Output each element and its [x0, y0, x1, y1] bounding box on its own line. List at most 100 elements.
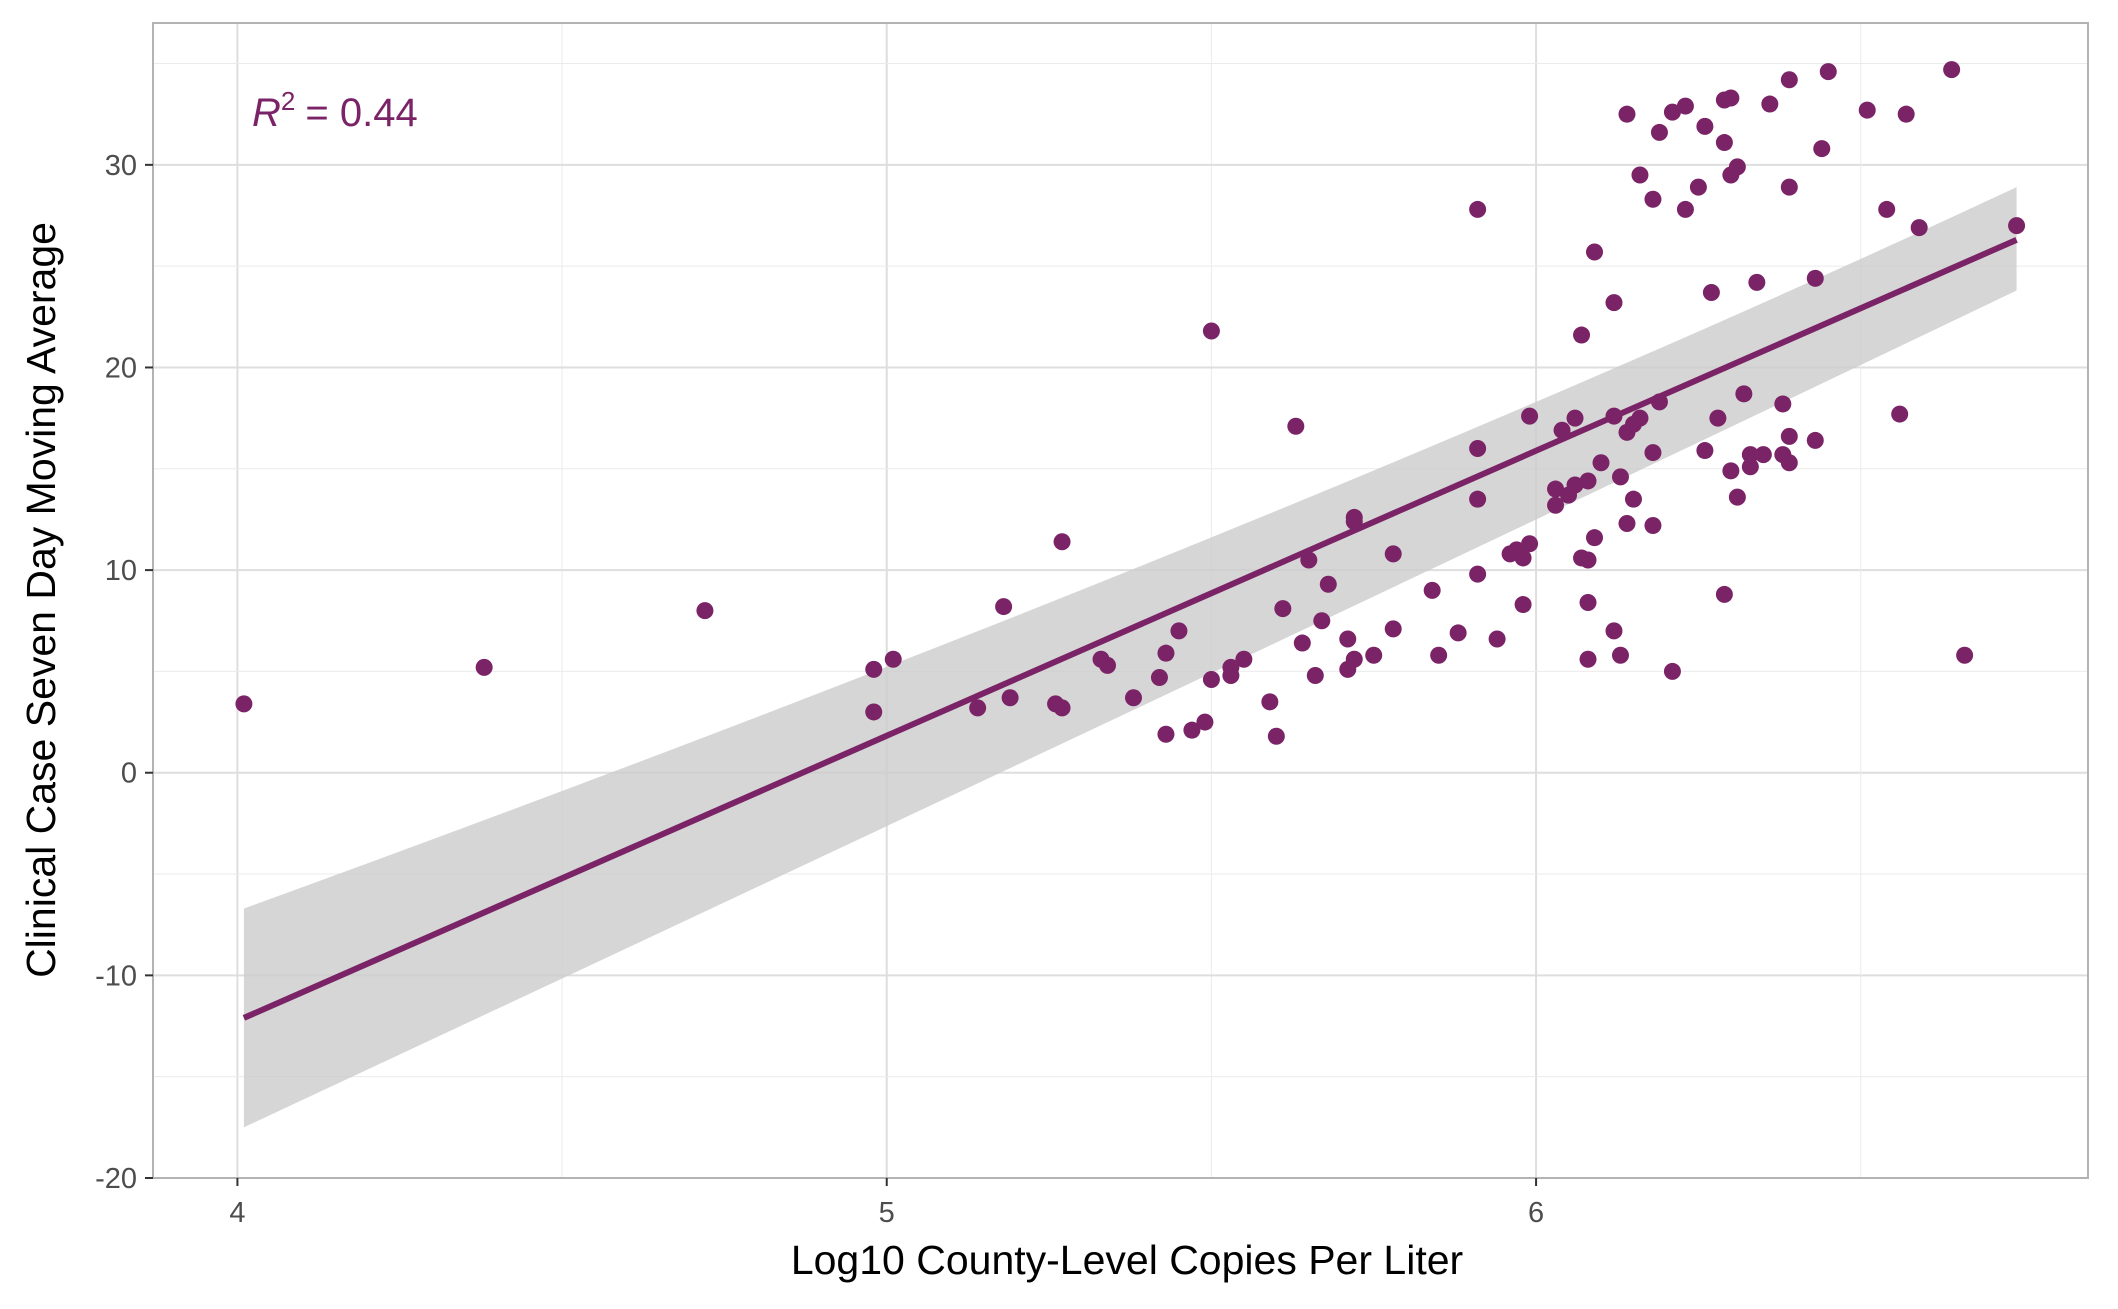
data-point — [1287, 417, 1305, 435]
data-point — [1521, 535, 1539, 553]
data-point — [1631, 166, 1649, 184]
data-point — [1267, 727, 1285, 745]
data-point — [1715, 585, 1733, 603]
data-point — [1741, 458, 1759, 476]
data-point — [1943, 61, 1961, 79]
data-point — [1339, 630, 1357, 648]
data-points — [235, 61, 2026, 745]
data-point — [1644, 517, 1662, 535]
data-point — [1780, 71, 1798, 89]
data-point — [2008, 217, 2026, 235]
y-tick-label: 10 — [105, 555, 137, 587]
x-axis-title: Log10 County-Level Copies Per Liter — [791, 1237, 1463, 1283]
data-point — [1618, 105, 1636, 123]
data-point — [1663, 662, 1681, 680]
data-point — [1306, 666, 1324, 684]
data-point — [1611, 468, 1629, 486]
data-point — [1806, 269, 1824, 287]
data-point — [1514, 549, 1532, 567]
data-point — [1157, 725, 1175, 743]
data-point — [1423, 581, 1441, 599]
y-tick-label: 0 — [121, 758, 137, 790]
data-point — [1053, 699, 1071, 717]
axis-ticks: 4 5 6 -20 -10 0 10 20 30 — [95, 150, 1544, 1229]
data-point — [1430, 646, 1448, 664]
regression-line — [242, 237, 2018, 1021]
data-point — [1196, 713, 1214, 731]
data-point — [1202, 671, 1220, 689]
data-point — [1780, 454, 1798, 472]
data-point — [1663, 103, 1681, 121]
data-point — [1384, 545, 1402, 563]
data-point — [1222, 658, 1240, 676]
r-squared-annotation: R2 = 0.44 — [252, 86, 418, 135]
data-point — [884, 650, 902, 668]
data-point — [1365, 646, 1383, 664]
y-axis-title: Clinical Case Seven Day Moving Average — [18, 222, 64, 978]
r2-symbol: R — [252, 91, 281, 135]
data-point — [1728, 158, 1746, 176]
data-point — [1586, 243, 1604, 261]
data-point — [1586, 529, 1604, 547]
data-point — [1878, 200, 1896, 218]
data-point — [1631, 409, 1649, 427]
data-point — [1696, 117, 1714, 135]
data-point — [1170, 622, 1188, 640]
data-point — [1001, 689, 1019, 707]
data-point — [995, 598, 1013, 616]
data-point — [1761, 95, 1779, 113]
data-point — [1722, 89, 1740, 107]
data-point — [1819, 63, 1837, 81]
data-point — [1605, 294, 1623, 312]
data-point — [1566, 476, 1584, 494]
data-point — [1293, 634, 1311, 652]
data-point — [1722, 462, 1740, 480]
panel-border — [152, 22, 2089, 1179]
data-point — [1469, 440, 1487, 458]
data-point — [1202, 322, 1220, 340]
data-point — [1813, 140, 1831, 158]
data-point — [1566, 409, 1584, 427]
y-tick-label: -20 — [95, 1163, 137, 1195]
data-point — [1579, 594, 1597, 612]
data-point — [1547, 480, 1565, 498]
data-point — [696, 602, 714, 620]
data-point — [1696, 442, 1714, 460]
data-point — [1644, 444, 1662, 462]
x-tick-label: 5 — [879, 1197, 895, 1229]
data-point — [1891, 405, 1909, 423]
data-point — [1676, 200, 1694, 218]
r2-value: = 0.44 — [305, 91, 417, 135]
data-point — [1676, 97, 1694, 115]
data-point — [1099, 656, 1117, 674]
data-point — [1150, 669, 1168, 686]
data-point — [1592, 454, 1610, 472]
data-point — [1650, 123, 1668, 141]
x-tick-label: 4 — [229, 1197, 245, 1229]
x-tick-label: 6 — [1528, 1197, 1544, 1229]
data-point — [1709, 409, 1727, 427]
data-point — [1235, 650, 1253, 668]
data-point — [1715, 134, 1733, 152]
data-point — [1384, 620, 1402, 638]
data-point — [1748, 273, 1766, 291]
data-point — [1514, 596, 1532, 614]
data-point — [1579, 472, 1597, 490]
data-point — [1345, 650, 1363, 668]
data-point — [1274, 600, 1292, 618]
data-point — [865, 660, 883, 678]
data-point — [1956, 646, 1974, 664]
data-point — [1774, 395, 1792, 413]
data-point — [1780, 178, 1798, 196]
data-point — [1313, 612, 1331, 630]
data-point — [1605, 622, 1623, 640]
data-point — [1469, 565, 1487, 583]
data-point — [1910, 219, 1928, 237]
data-point — [1754, 446, 1772, 464]
data-point — [1689, 178, 1707, 196]
data-point — [1124, 689, 1142, 707]
data-point — [1300, 551, 1318, 569]
data-point — [1183, 721, 1201, 739]
regression-line-group — [242, 237, 2018, 1021]
